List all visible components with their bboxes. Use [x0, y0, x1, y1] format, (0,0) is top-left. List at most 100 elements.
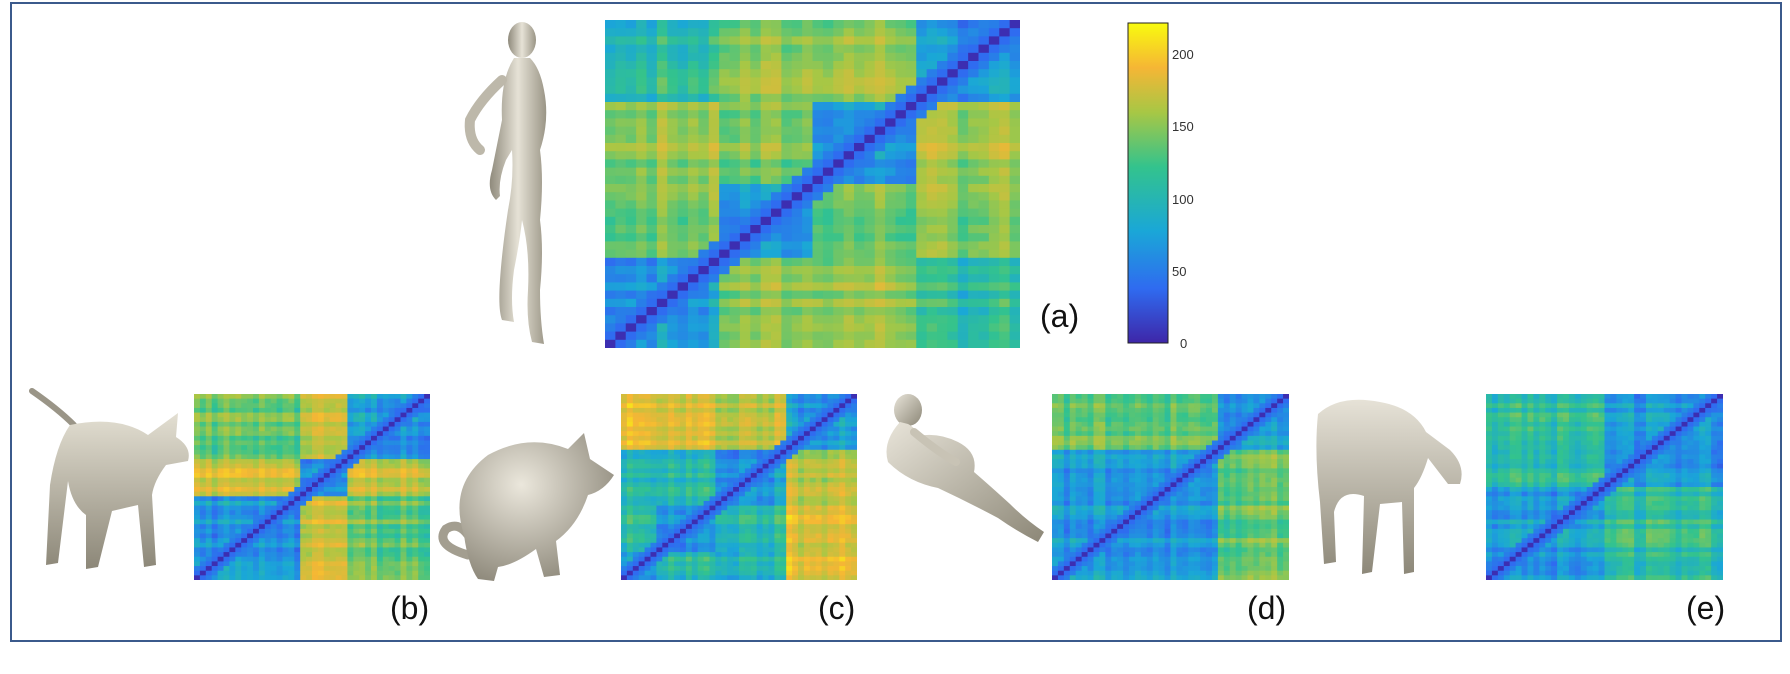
heatmap-cell	[1217, 403, 1225, 409]
heatmap-cell	[329, 468, 336, 474]
heatmap-cell	[347, 407, 354, 413]
heatmap-cell	[323, 524, 331, 530]
heatmap-cell	[258, 547, 266, 553]
heatmap-cell	[626, 514, 634, 520]
heatmap-cell	[739, 566, 746, 572]
heatmap-cell	[798, 454, 805, 460]
heatmap-cell	[750, 552, 758, 558]
heatmap-cell	[632, 505, 640, 511]
heatmap-cell	[656, 505, 663, 511]
heatmap-cell	[715, 407, 722, 413]
heatmap-cell	[791, 134, 803, 144]
heatmap-cell	[388, 500, 395, 506]
heatmap-cell	[833, 167, 845, 177]
heatmap-cell	[615, 44, 627, 54]
heatmap-cell	[739, 225, 751, 234]
heatmap-cell	[625, 167, 637, 177]
heatmap-cell	[822, 290, 834, 300]
heatmap-cell	[276, 528, 283, 534]
heatmap-cell	[957, 77, 969, 86]
heatmap-cell	[270, 435, 277, 441]
heatmap-cell	[1170, 407, 1177, 413]
heatmap-cell	[382, 468, 390, 474]
heatmap-cell	[729, 159, 741, 168]
heatmap-cell	[703, 403, 710, 409]
heatmap-cell	[719, 134, 730, 144]
heatmap-cell	[727, 570, 734, 576]
heatmap-cell	[822, 61, 834, 70]
heatmap-cell	[792, 496, 799, 502]
heatmap-cell	[874, 61, 886, 70]
heatmap-cell	[335, 459, 342, 465]
heatmap-cell	[715, 500, 722, 506]
heatmap-cell	[1057, 398, 1065, 404]
heatmap-cell	[916, 192, 928, 201]
heatmap-cell	[988, 241, 1000, 250]
heatmap-cell	[300, 417, 307, 423]
heatmap-cell	[744, 524, 752, 530]
heatmap-cell	[703, 547, 710, 553]
heatmap-cell	[750, 500, 758, 506]
heatmap-cell	[715, 510, 722, 516]
heatmap-cell	[798, 566, 805, 572]
heatmap-cell	[656, 274, 668, 283]
heatmap-cell	[306, 561, 313, 567]
heatmap-cell	[288, 463, 295, 469]
heatmap-cell	[798, 533, 805, 539]
heatmap-cell	[199, 431, 207, 437]
heatmap-cell	[854, 28, 865, 37]
heatmap-cell	[680, 468, 687, 474]
heatmap-cell	[703, 538, 710, 544]
heatmap-cell	[199, 403, 207, 409]
heatmap-cell	[194, 477, 201, 483]
heatmap-cell	[223, 417, 230, 423]
heatmap-cell	[347, 556, 354, 562]
heatmap-cell	[253, 519, 260, 525]
heatmap-cell	[721, 459, 728, 465]
heatmap-cell	[691, 505, 699, 511]
heatmap-cell	[341, 412, 348, 418]
heatmap-cell	[822, 200, 834, 209]
heatmap-cell	[615, 85, 627, 95]
heatmap-cell	[636, 225, 647, 234]
heatmap-cell	[864, 69, 876, 78]
heatmap-cell	[791, 44, 803, 54]
heatmap-cell	[827, 570, 834, 576]
heatmap-cell	[895, 282, 907, 291]
heatmap-cell	[347, 514, 354, 520]
heatmap-cell	[968, 20, 979, 29]
heatmap-cell	[937, 331, 948, 341]
heatmap-cell	[424, 575, 431, 581]
heatmap-cell	[235, 426, 242, 432]
heatmap-cell	[668, 482, 675, 488]
heatmap-cell	[968, 323, 979, 332]
heatmap-cell	[854, 93, 865, 103]
heatmap-cell	[223, 459, 230, 465]
heatmap-cell	[247, 519, 254, 525]
heatmap-cell	[621, 500, 628, 506]
heatmap-cell	[424, 477, 431, 483]
heatmap-cell	[721, 552, 728, 558]
heatmap-cell	[957, 192, 969, 201]
heatmap-cell	[253, 533, 260, 539]
heatmap-cell	[656, 449, 663, 455]
heatmap-cell	[199, 482, 207, 488]
panel-label-c: (c)	[818, 590, 856, 626]
heatmap-cell	[211, 547, 218, 553]
heatmap-cell	[317, 403, 325, 409]
heatmap-cell	[365, 407, 372, 413]
heatmap-cell	[317, 454, 325, 460]
heatmap-cell	[621, 403, 628, 409]
heatmap-cell	[756, 556, 763, 562]
heatmap-cell	[864, 61, 876, 70]
heatmap-cell	[739, 323, 751, 332]
heatmap-cell	[812, 143, 824, 152]
heatmap-cell	[341, 459, 348, 465]
heatmap-cell	[768, 473, 775, 479]
heatmap-cell	[916, 184, 928, 193]
heatmap-cell	[926, 307, 938, 316]
heatmap-cell	[258, 524, 266, 530]
heatmap-cell	[235, 566, 242, 572]
heatmap-cell	[282, 431, 289, 437]
heatmap-cell	[839, 463, 846, 469]
